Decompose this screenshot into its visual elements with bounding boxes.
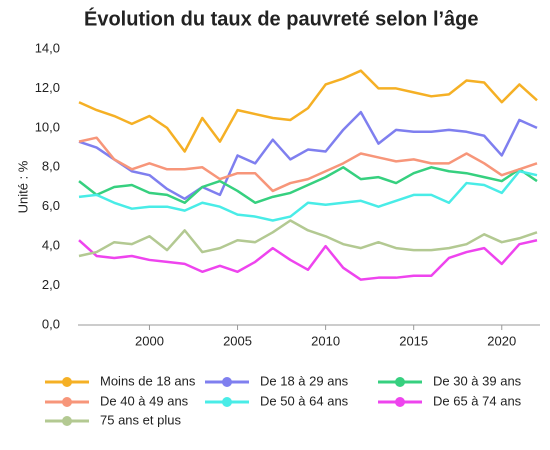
legend-marker	[62, 416, 72, 426]
legend-marker	[395, 377, 405, 387]
y-axis-label: Unité : %	[15, 160, 30, 213]
chart-title: Évolution du taux de pauvreté selon l’âg…	[84, 7, 479, 30]
series-line	[78, 69, 538, 153]
legend-label: Moins de 18 ans	[100, 373, 196, 388]
legend-label: De 18 à 29 ans	[260, 373, 349, 388]
series-line	[78, 136, 538, 193]
y-tick-label: 14,0	[35, 40, 60, 55]
series-line	[78, 239, 538, 281]
y-tick-label: 12,0	[35, 80, 60, 95]
legend-label: 75 ans et plus	[100, 412, 181, 427]
legend-label: De 50 à 64 ans	[260, 393, 349, 408]
legend-label: De 30 à 39 ans	[433, 373, 522, 388]
y-tick-label: 0,0	[42, 316, 60, 331]
legend-label: De 65 à 74 ans	[433, 393, 522, 408]
x-tick-label: 2005	[223, 333, 252, 348]
legend-label: De 40 à 49 ans	[100, 393, 189, 408]
legend-marker	[222, 397, 232, 407]
y-tick-label: 2,0	[42, 277, 60, 292]
series-line	[78, 166, 538, 205]
legend-marker	[62, 397, 72, 407]
x-tick-label: 2000	[135, 333, 164, 348]
series-line	[78, 219, 538, 258]
y-tick-label: 8,0	[42, 159, 60, 174]
y-tick-label: 4,0	[42, 238, 60, 253]
x-tick-label: 2020	[487, 333, 516, 348]
y-tick-label: 10,0	[35, 119, 60, 134]
legend-marker	[62, 377, 72, 387]
legend-marker	[222, 377, 232, 387]
y-tick-label: 6,0	[42, 198, 60, 213]
x-tick-label: 2015	[399, 333, 428, 348]
x-tick-label: 2010	[311, 333, 340, 348]
series-line	[78, 110, 538, 201]
series-line	[78, 169, 538, 222]
legend-marker	[395, 397, 405, 407]
